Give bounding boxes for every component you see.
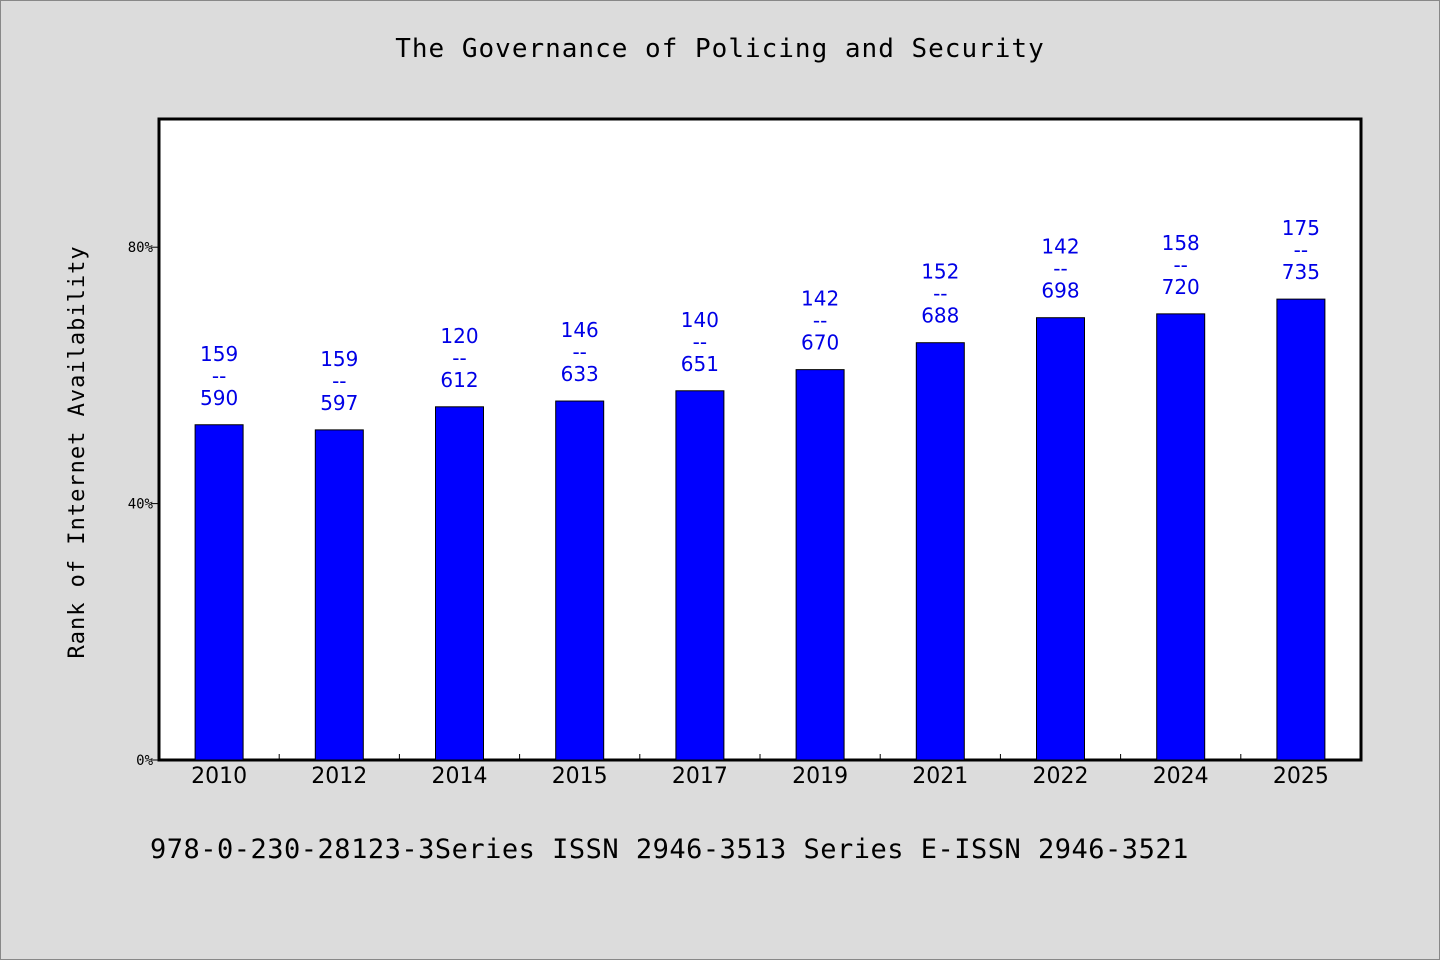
data-label: -- <box>452 346 466 370</box>
data-label: 158 <box>1162 231 1200 255</box>
x-tick-label: 2015 <box>552 764 608 789</box>
data-label: 670 <box>801 331 839 355</box>
bar <box>675 390 725 761</box>
data-label: 140 <box>681 308 719 332</box>
y-axis-label: Rank of Internet Availability <box>65 245 90 658</box>
data-label: 120 <box>440 324 478 348</box>
bar <box>1036 317 1085 761</box>
data-label: -- <box>1053 257 1067 281</box>
data-label: 142 <box>801 287 839 311</box>
bar <box>194 424 244 761</box>
data-label: 688 <box>921 304 959 328</box>
y-axis-ticks: 0% 40% 80% <box>128 240 159 769</box>
data-label: 720 <box>1162 275 1200 299</box>
data-label: 612 <box>440 368 478 392</box>
data-label: -- <box>933 282 947 306</box>
x-tick-label: 2010 <box>191 764 247 789</box>
data-label: 146 <box>561 318 599 342</box>
x-axis-ticks: 2010 2012 2014 2015 2017 2019 2021 2022 2024 2025 <box>191 754 1329 789</box>
x-tick-label: 2019 <box>792 764 848 789</box>
x-tick-label: 2021 <box>912 764 968 789</box>
bar <box>1276 298 1326 761</box>
bar <box>1156 313 1206 761</box>
data-label: -- <box>212 364 226 388</box>
data-label: 175 <box>1282 216 1320 240</box>
bars <box>194 298 1326 761</box>
data-label: 735 <box>1282 260 1320 284</box>
bar <box>314 429 364 761</box>
x-tick-label: 2012 <box>311 764 367 789</box>
data-label: 142 <box>1041 235 1079 259</box>
data-label: 159 <box>200 342 238 366</box>
data-label: -- <box>1173 253 1187 277</box>
data-label: 698 <box>1041 279 1079 303</box>
data-label: 633 <box>561 362 599 386</box>
x-tick-label: 2024 <box>1153 764 1209 789</box>
bar <box>915 342 965 761</box>
y-tick-label: 40% <box>128 497 154 513</box>
bar <box>555 400 605 761</box>
bar <box>795 369 845 761</box>
data-label: 159 <box>320 347 358 371</box>
y-tick-label: 80% <box>128 240 154 256</box>
data-label: 590 <box>200 386 238 410</box>
data-label: -- <box>332 369 346 393</box>
x-tick-label: 2014 <box>432 764 488 789</box>
data-label: -- <box>1294 238 1308 262</box>
data-labels: 159--590159--597120--612146--633140--651… <box>200 216 1320 415</box>
data-label: 597 <box>320 391 358 415</box>
x-tick-label: 2017 <box>672 764 728 789</box>
y-tick-label: 0% <box>136 753 153 769</box>
x-tick-label: 2025 <box>1273 764 1329 789</box>
data-label: -- <box>813 309 827 333</box>
bar <box>435 406 484 761</box>
data-label: 651 <box>681 352 719 376</box>
x-tick-label: 2022 <box>1033 764 1089 789</box>
data-label: 152 <box>921 260 959 284</box>
footnote: 978-0-230-28123-3Series ISSN 2946-3513 S… <box>150 834 1189 865</box>
data-label: -- <box>572 340 586 364</box>
chart-title: The Governance of Policing and Security <box>395 34 1045 64</box>
data-label: -- <box>693 330 707 354</box>
